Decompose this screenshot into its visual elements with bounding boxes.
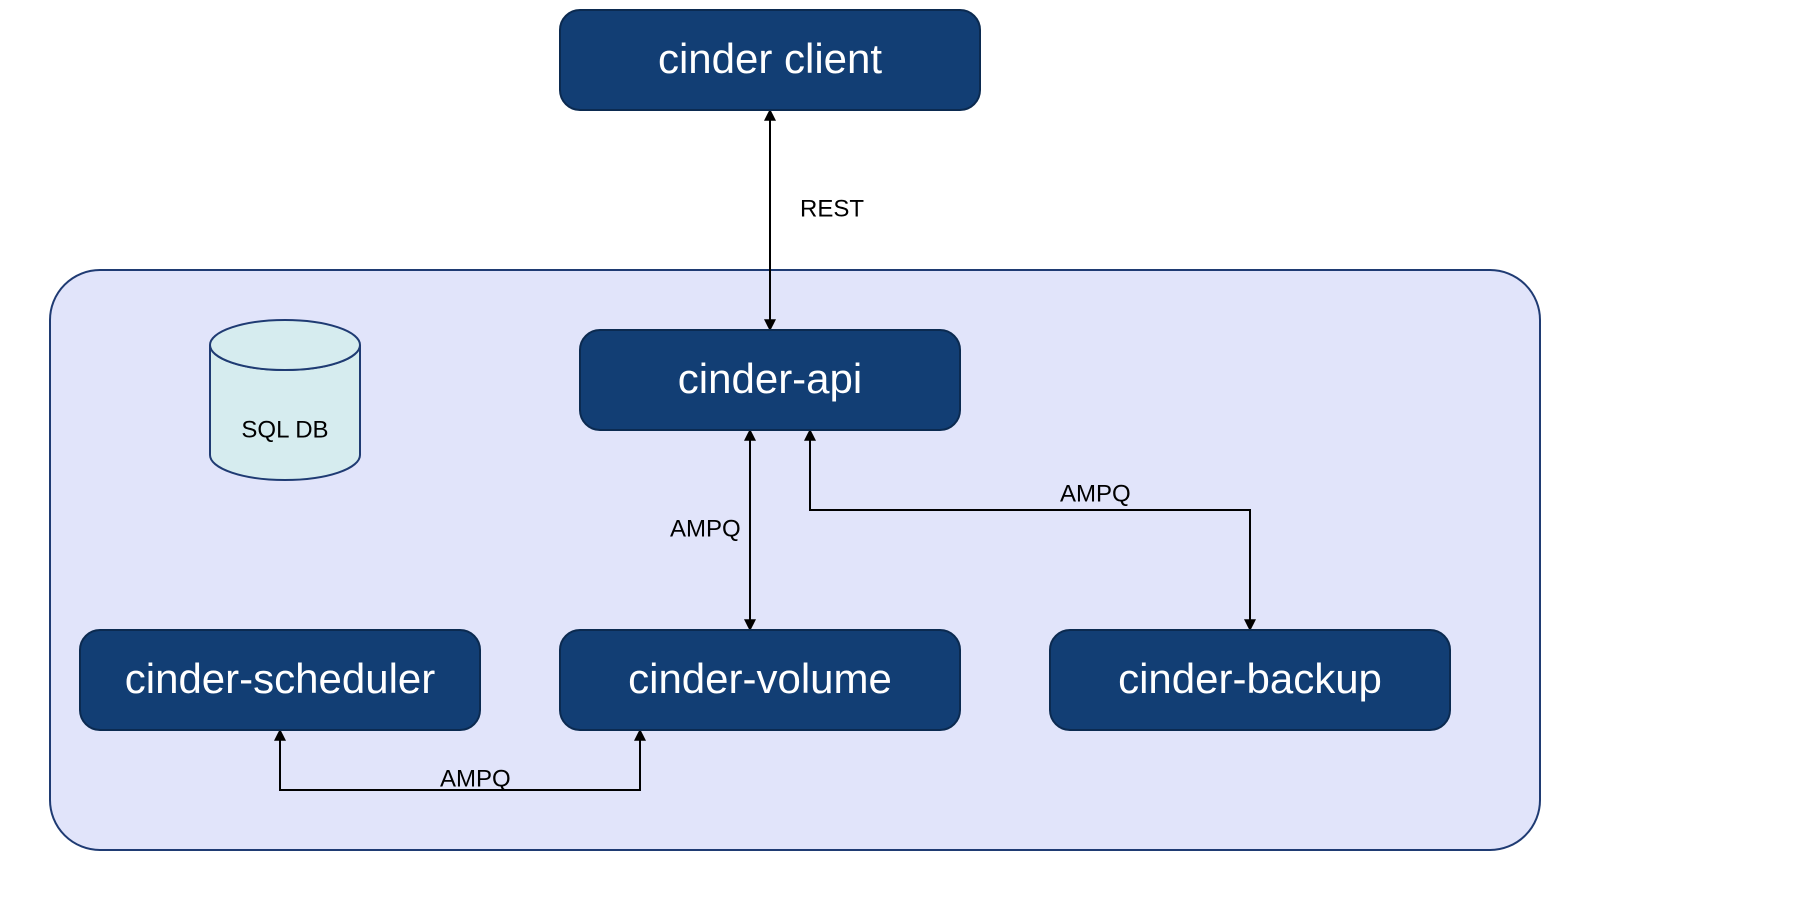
node-scheduler-label: cinder-scheduler [125,655,436,702]
edge-api-backup-label: AMPQ [1060,480,1131,507]
edge-client-api-label: REST [800,195,864,222]
node-api-label: cinder-api [678,355,862,402]
db-top [210,320,360,370]
node-client-label: cinder client [658,35,882,82]
edge-api-volume-label: AMPQ [670,515,741,542]
node-volume-label: cinder-volume [628,655,892,702]
db-label-text: SQL DB [241,416,328,443]
edge-scheduler-volume-label: AMPQ [440,765,511,792]
node-backup-label: cinder-backup [1118,655,1382,702]
